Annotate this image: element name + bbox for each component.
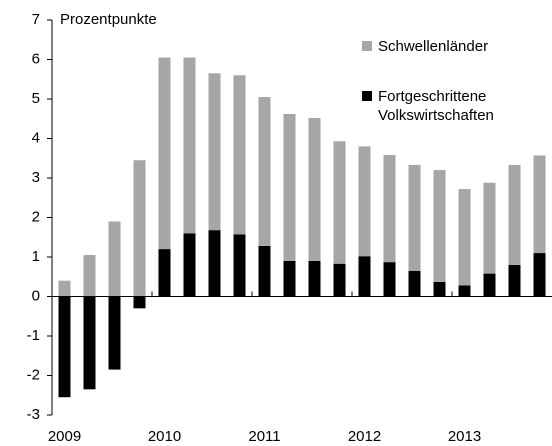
y-tick-label: 6: [32, 50, 40, 67]
y-tick-label: 5: [32, 90, 40, 107]
bar-segment: [133, 160, 146, 297]
bar-segment: [283, 114, 296, 261]
y-tick-label: 7: [32, 11, 40, 28]
bar-segment: [358, 256, 371, 297]
y-tick-label: -1: [27, 327, 40, 344]
legend-item: Schwellenländer: [362, 37, 488, 56]
y-tick-label: 4: [32, 129, 40, 146]
bar-segment: [233, 75, 246, 235]
bar-segment: [133, 296, 146, 309]
bar-segment: [58, 280, 71, 297]
bar-segment: [308, 117, 321, 261]
bar-segment: [83, 296, 96, 390]
y-tick-label: -2: [27, 366, 40, 383]
bar-segment: [183, 233, 196, 297]
legend-label: Fortgeschrittene Volkswirtschaften: [378, 88, 494, 124]
bar-segment: [208, 73, 221, 231]
bar-segment: [233, 234, 246, 297]
legend-label: Schwellenländer: [378, 38, 489, 55]
bar-segment: [83, 255, 96, 297]
bar-segment: [408, 270, 421, 297]
bar-segment: [258, 97, 271, 246]
y-tick-label: 0: [32, 287, 40, 304]
bar-segment: [408, 164, 421, 271]
x-tick-label: 2011: [248, 428, 280, 445]
x-tick-label: 2013: [448, 428, 481, 445]
bar-segment: [258, 245, 271, 297]
bar-segment: [208, 230, 221, 297]
x-tick-label: 2010: [148, 428, 181, 445]
legend-swatch: [362, 41, 372, 51]
bar-segment: [433, 281, 446, 297]
bar-segment: [508, 264, 521, 297]
x-tick-label: 2009: [48, 428, 81, 445]
bar-segment: [283, 260, 296, 297]
bar-segment: [533, 253, 546, 297]
bar-segment: [533, 155, 546, 254]
bar-segment: [158, 249, 171, 297]
bar-segment: [508, 164, 521, 265]
x-tick-label: 2012: [348, 428, 381, 445]
bar-segment: [483, 182, 496, 274]
y-tick-label: 3: [32, 169, 40, 186]
bar-segment: [458, 189, 471, 286]
bar-segment: [458, 285, 471, 297]
bar-segment: [383, 262, 396, 297]
bar-segment: [158, 57, 171, 250]
bar-segment: [58, 296, 71, 398]
legend-swatch: [362, 91, 372, 101]
bar-segment: [383, 155, 396, 263]
y-tick-label: 1: [32, 248, 40, 265]
bar-segment: [108, 296, 121, 370]
bar-segment: [108, 221, 121, 297]
y-tick-label: -3: [27, 406, 40, 423]
y-tick-label: 2: [32, 208, 40, 225]
bar-segment: [483, 273, 496, 297]
bar-segment: [358, 146, 371, 257]
y-axis-label: Prozentpunkte: [60, 11, 157, 28]
legend-item: Fortgeschrittene Volkswirtschaften: [362, 87, 532, 125]
bar-segment: [333, 141, 346, 264]
bar-segment: [433, 170, 446, 282]
bar-segment: [183, 57, 196, 234]
bar-segment: [308, 260, 321, 297]
bar-segment: [333, 263, 346, 297]
